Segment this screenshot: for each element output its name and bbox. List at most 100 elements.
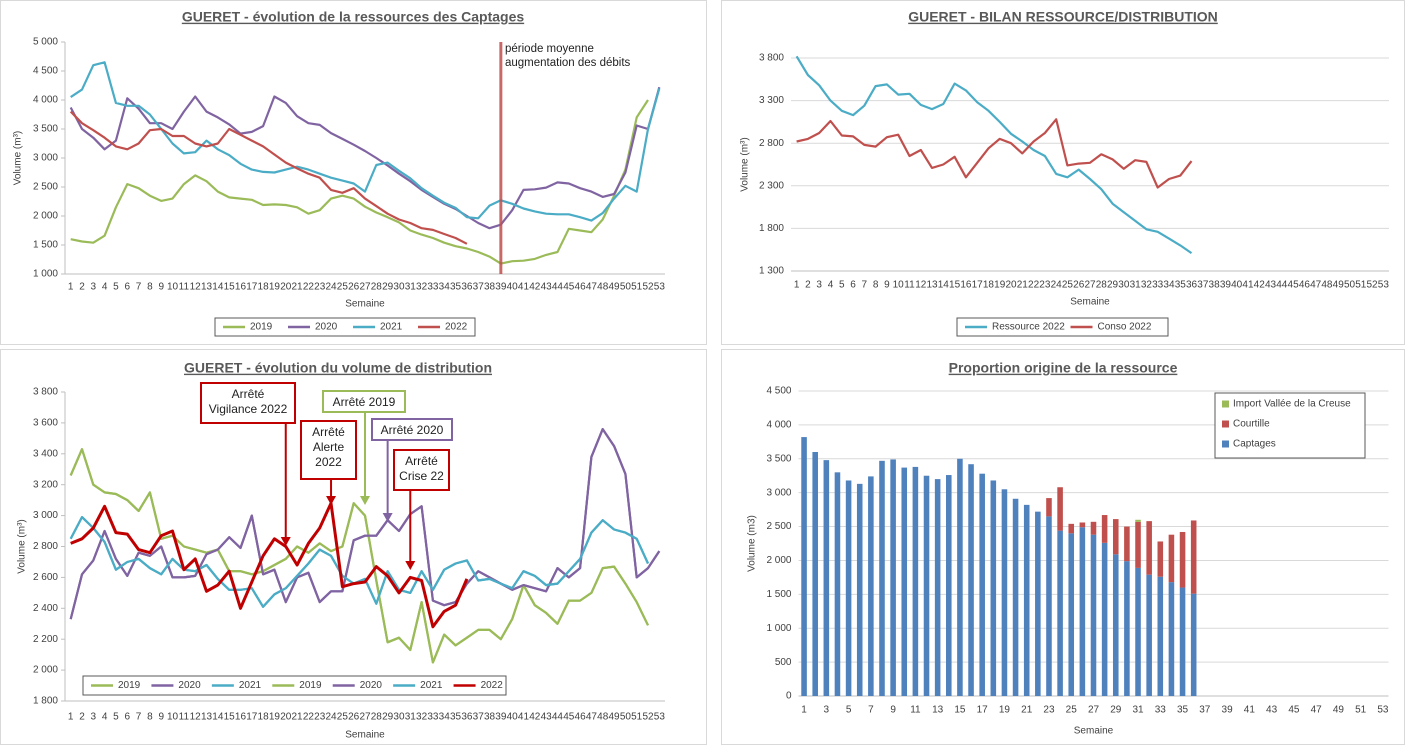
x-tick-label: 50	[1344, 280, 1356, 291]
series-line	[70, 99, 649, 265]
bar-segment	[1101, 542, 1108, 696]
x-tick-label: 19	[269, 282, 281, 293]
x-tick-label: 16	[235, 712, 247, 723]
legend-swatch	[1222, 400, 1229, 408]
x-tick-label: 25	[337, 282, 349, 293]
x-tick-label: 43	[541, 712, 553, 723]
y-tick-label: 3 500	[33, 124, 58, 135]
x-tick-label: 3	[816, 280, 822, 291]
x-tick-label: 10	[167, 282, 179, 293]
x-tick-label: 13	[926, 280, 938, 291]
bar-segment	[923, 475, 930, 696]
bar-segment	[1146, 521, 1152, 575]
x-tick-label: 45	[563, 282, 575, 293]
y-tick-label: 2 400	[33, 603, 58, 614]
y-tick-label: 1 500	[766, 589, 791, 600]
x-tick-label: 18	[983, 280, 995, 291]
x-tick-label: 27	[359, 712, 371, 723]
x-tick-label: 51	[631, 712, 643, 723]
legend-swatch	[1222, 420, 1229, 428]
y-tick-label: 3 000	[33, 153, 58, 164]
y-tick-label: 2 500	[33, 182, 58, 193]
y-tick-label: 5 000	[33, 37, 58, 48]
series-line	[69, 428, 661, 620]
x-tick-label: 28	[1096, 280, 1108, 291]
x-tick-label: 8	[147, 282, 153, 293]
x-tick-label: 17	[246, 282, 258, 293]
x-tick-label: 35	[1177, 705, 1189, 716]
legend-label: 2022	[445, 322, 468, 333]
x-tick-label: 9	[890, 705, 896, 716]
bar-segment	[812, 452, 818, 696]
y-tick-label: 4 500	[33, 66, 58, 77]
x-tick-label: 52	[642, 712, 654, 723]
x-tick-label: 28	[371, 282, 383, 293]
chart-title: GUERET - évolution de la ressources des …	[182, 9, 525, 25]
bar-segment	[1168, 582, 1175, 696]
x-tick-label: 41	[518, 712, 530, 723]
x-tick-label: 14	[938, 280, 950, 291]
chart-title: GUERET - évolution du volume de distribu…	[184, 360, 492, 376]
x-tick-label: 52	[642, 282, 654, 293]
panel	[0, 349, 707, 745]
x-tick-label: 12	[190, 712, 202, 723]
arrow-head	[280, 537, 291, 546]
x-tick-label: 42	[529, 712, 541, 723]
y-tick-label: 2 300	[759, 180, 784, 191]
x-tick-label: 3	[91, 282, 97, 293]
bar-segment	[1146, 574, 1152, 696]
series-line	[69, 86, 661, 230]
y-tick-label: 2 800	[759, 138, 784, 149]
bar-segment	[1112, 554, 1119, 696]
x-tick-label: 44	[552, 282, 564, 293]
x-tick-label: 30	[1118, 280, 1130, 291]
x-tick-label: 3	[91, 712, 97, 723]
bar-segment	[1157, 541, 1164, 577]
x-tick-label: 9	[158, 712, 164, 723]
x-tick-label: 33	[1152, 280, 1164, 291]
x-tick-label: 36	[461, 712, 473, 723]
x-tick-label: 9	[158, 282, 164, 293]
y-tick-label: 4 000	[766, 420, 791, 431]
arrow-head	[326, 496, 337, 505]
x-tick-label: 5	[113, 282, 119, 293]
bar-segment	[1001, 489, 1008, 696]
x-tick-label: 43	[541, 282, 553, 293]
x-tick-label: 6	[124, 712, 130, 723]
y-tick-label: 3 800	[759, 53, 784, 64]
bar-segment	[946, 475, 952, 696]
x-tick-label: 19	[999, 705, 1011, 716]
bar-segment	[823, 460, 830, 696]
x-tick-label: 7	[136, 282, 142, 293]
legend-box	[1214, 392, 1366, 459]
x-tick-label: 39	[1220, 280, 1232, 291]
x-tick-label: 42	[1254, 280, 1266, 291]
x-axis-label: Semaine	[1074, 726, 1114, 737]
x-tick-label: 45	[1288, 705, 1300, 716]
x-tick-label: 27	[1088, 705, 1100, 716]
bar-segment	[1190, 593, 1197, 696]
x-tick-label: 5	[846, 705, 852, 716]
x-tick-label: 6	[124, 282, 130, 293]
x-tick-label: 17	[246, 712, 258, 723]
annotation-box: Arrêté 2020	[371, 418, 453, 441]
y-tick-label: 3 400	[33, 448, 58, 459]
bar-segment	[856, 483, 863, 696]
x-tick-label: 23	[1043, 705, 1055, 716]
arrow-head	[405, 561, 416, 570]
x-tick-label: 49	[1333, 705, 1345, 716]
x-tick-label: 35	[1175, 280, 1187, 291]
y-tick-label: 2 500	[766, 521, 791, 532]
x-tick-label: 15	[949, 280, 961, 291]
x-tick-label: 2	[79, 712, 85, 723]
y-tick-label: 0	[786, 691, 792, 702]
x-tick-label: 49	[608, 282, 620, 293]
x-tick-label: 29	[382, 712, 394, 723]
x-tick-label: 2	[805, 280, 811, 291]
legend-label: 2019	[118, 680, 141, 691]
x-tick-label: 39	[495, 282, 507, 293]
x-tick-label: 20	[280, 282, 292, 293]
x-tick-label: 18	[258, 712, 270, 723]
x-tick-label: 28	[371, 712, 383, 723]
